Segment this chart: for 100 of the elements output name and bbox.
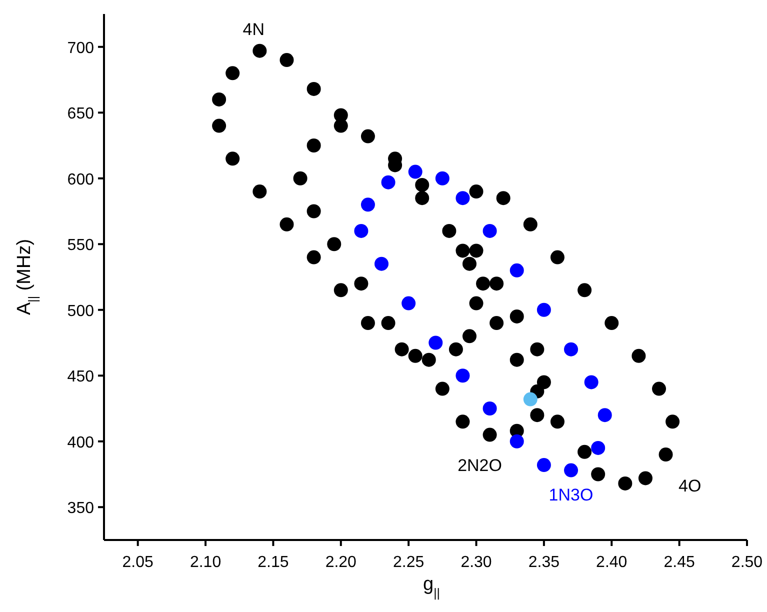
point xyxy=(564,463,578,478)
point xyxy=(428,336,443,350)
point xyxy=(490,316,504,330)
point xyxy=(591,467,606,482)
point xyxy=(462,329,476,344)
point xyxy=(306,204,321,218)
y-tick-label: 550 xyxy=(67,237,94,254)
point xyxy=(510,309,524,324)
point xyxy=(448,342,463,356)
point xyxy=(530,408,544,422)
point xyxy=(334,283,348,298)
point xyxy=(476,276,490,291)
point xyxy=(469,296,484,310)
point xyxy=(306,82,321,96)
point xyxy=(510,352,524,367)
x-tick-label: 2.25 xyxy=(393,554,424,571)
point xyxy=(530,342,544,356)
x-tick-label: 2.45 xyxy=(664,554,695,571)
x-tick-label: 2.35 xyxy=(528,554,560,571)
point xyxy=(226,66,240,80)
x-tick-label: 2.05 xyxy=(122,554,154,571)
point xyxy=(456,414,470,429)
point xyxy=(456,368,470,383)
point xyxy=(469,184,484,199)
point xyxy=(374,256,389,271)
point xyxy=(456,244,470,258)
series-label: 1N3O xyxy=(548,485,594,504)
y-tick-label: 450 xyxy=(67,368,94,386)
point xyxy=(293,171,308,186)
point xyxy=(618,476,632,490)
point xyxy=(658,448,673,462)
point xyxy=(604,316,619,330)
point xyxy=(523,217,538,232)
point xyxy=(496,191,510,206)
point xyxy=(632,348,646,363)
point xyxy=(591,440,606,455)
y-tick-label: 500 xyxy=(67,302,94,320)
point xyxy=(578,444,592,459)
y-tick-label: 400 xyxy=(67,434,94,452)
point xyxy=(536,302,551,317)
point xyxy=(482,428,497,442)
point xyxy=(252,44,267,58)
point xyxy=(578,283,592,298)
point xyxy=(334,118,348,133)
point xyxy=(550,250,564,264)
point xyxy=(584,375,598,390)
point xyxy=(381,175,396,190)
point xyxy=(469,244,484,258)
y-tick-label: 350 xyxy=(67,500,94,518)
point xyxy=(327,237,342,252)
x-axis-title: g$_{||}$ xyxy=(423,574,440,600)
point xyxy=(252,184,267,199)
point xyxy=(394,342,409,356)
point xyxy=(212,118,226,133)
point xyxy=(381,316,396,330)
point xyxy=(360,198,375,212)
point xyxy=(306,250,321,264)
point xyxy=(408,348,422,363)
point xyxy=(638,471,652,486)
point xyxy=(523,392,538,406)
series-label: 2N2O xyxy=(458,456,502,475)
x-tick-label: 2.40 xyxy=(596,554,628,571)
point xyxy=(280,53,294,68)
point xyxy=(550,414,564,429)
x-tick-label: 2.20 xyxy=(325,554,357,571)
point xyxy=(442,224,456,238)
series-label: 4N xyxy=(242,20,265,39)
point xyxy=(490,276,504,291)
point xyxy=(598,408,612,422)
point xyxy=(415,178,430,192)
y-tick-label: 650 xyxy=(67,106,94,123)
point xyxy=(652,382,666,396)
y-tick-label: 600 xyxy=(67,171,94,188)
point xyxy=(510,263,524,278)
point xyxy=(536,375,551,390)
y-tick-label: 700 xyxy=(67,40,94,57)
point xyxy=(212,92,226,106)
point xyxy=(462,256,476,271)
point xyxy=(415,191,430,206)
point xyxy=(422,352,436,367)
point xyxy=(666,414,680,429)
point xyxy=(360,129,375,144)
point xyxy=(280,217,294,232)
point xyxy=(482,224,497,238)
point xyxy=(354,224,368,238)
point xyxy=(306,138,321,152)
point xyxy=(482,402,497,416)
point xyxy=(402,296,416,310)
x-tick-label: 2.30 xyxy=(460,554,492,571)
x-tick-label: 2.10 xyxy=(190,554,222,571)
point xyxy=(510,434,524,448)
point xyxy=(354,276,368,291)
point xyxy=(435,382,450,396)
point xyxy=(226,152,240,166)
series-label: 4O xyxy=(678,476,702,496)
x-tick-label: 2.50 xyxy=(731,554,763,571)
point xyxy=(435,171,450,186)
point xyxy=(536,458,551,472)
x-tick-label: 2.15 xyxy=(258,554,289,571)
point xyxy=(408,164,422,179)
